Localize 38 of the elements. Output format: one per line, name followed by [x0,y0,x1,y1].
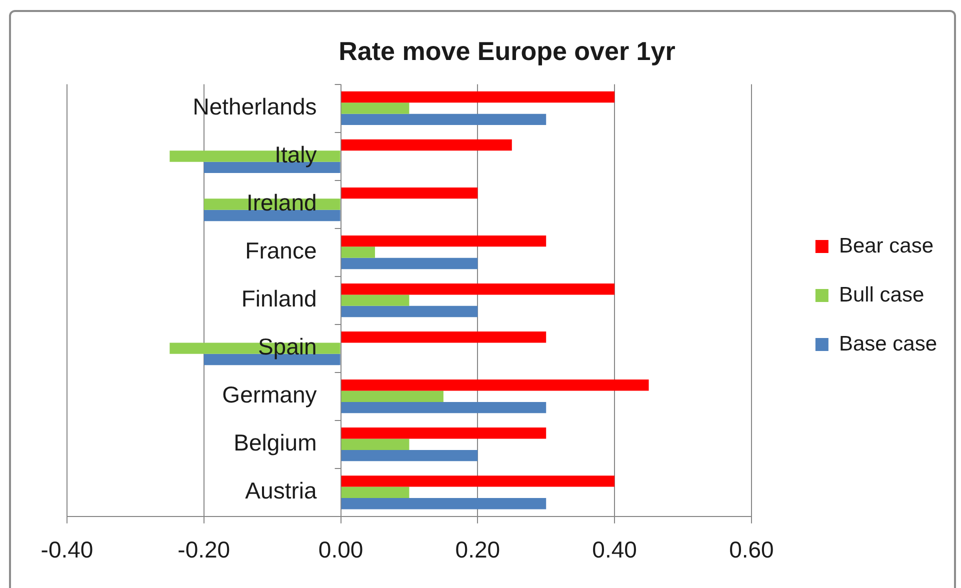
y-tick-label: Belgium [234,430,317,456]
bar [341,332,546,343]
legend-label: Bear case [838,234,934,258]
y-tick-label: France [245,238,317,264]
bar [341,498,546,510]
bar [341,402,546,414]
bar [341,102,410,114]
bar [341,450,478,462]
bar [341,258,478,270]
bar [341,246,375,258]
x-tick-label: 0.60 [729,536,774,563]
bar [341,283,615,295]
legend-label: Base case [838,332,938,356]
chart-title: Rate move Europe over 1yr [338,36,676,66]
bar [341,91,615,103]
x-tick-label: -0.40 [40,536,94,563]
bar [341,139,512,151]
bar [341,235,546,247]
y-tick-label: Austria [245,478,317,504]
bar [341,476,615,487]
bar [341,294,410,306]
bar [341,428,546,439]
x-tick-label: 0.20 [455,536,500,563]
bar [341,114,546,126]
x-tick-label: 0.40 [592,536,637,563]
bar [341,187,478,199]
x-tick-label: 0.00 [318,536,364,563]
y-tick-label: Finland [241,286,317,312]
bar [204,210,340,222]
legend-label: Bull case [838,283,924,306]
bar [341,380,649,391]
bar [341,486,410,498]
bar [341,390,444,402]
x-tick-label: -0.20 [178,536,230,563]
bar [341,306,478,318]
bar [341,438,410,450]
y-tick-label: Netherlands [192,94,317,120]
y-tick-label: Germany [222,382,318,408]
